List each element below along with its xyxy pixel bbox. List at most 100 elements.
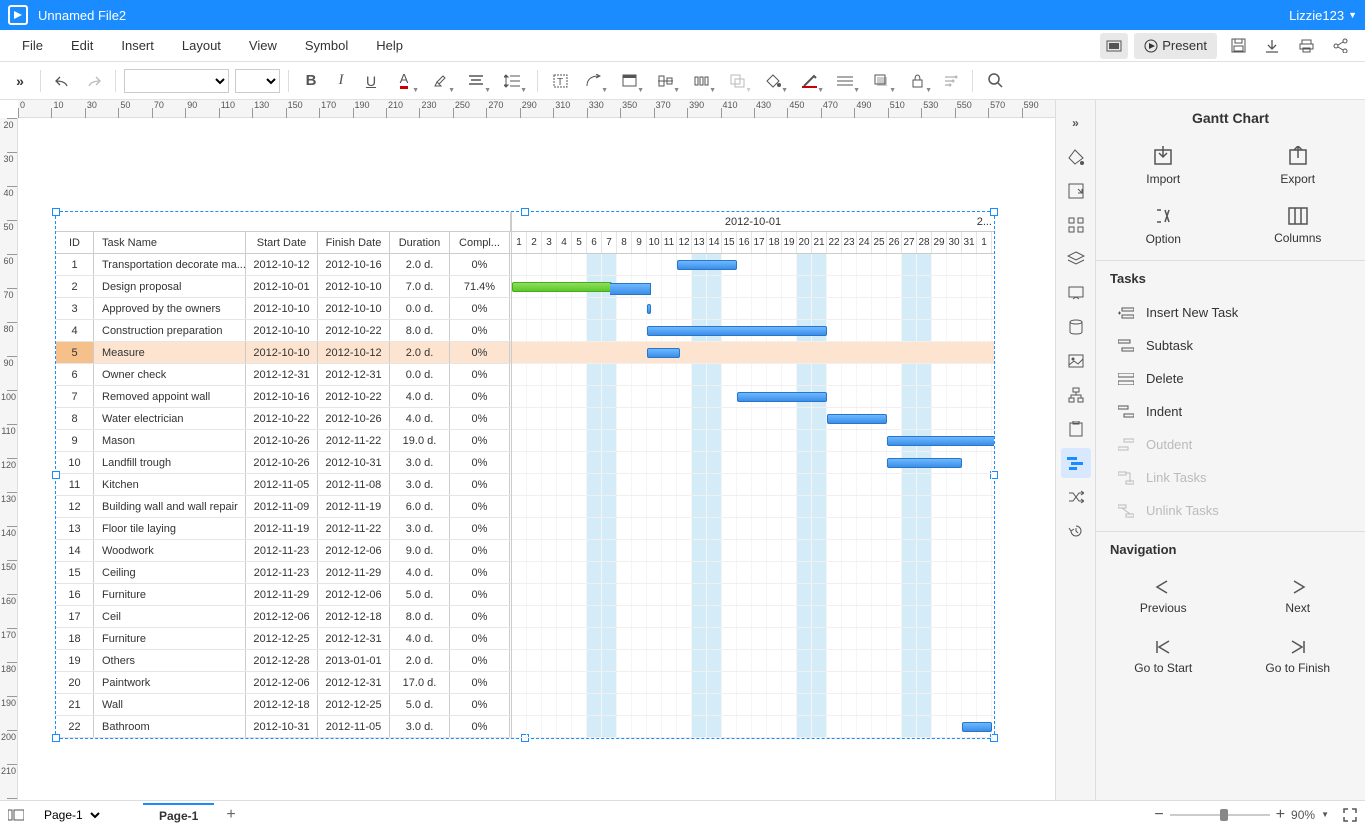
fill-tool-icon[interactable] (1061, 142, 1091, 172)
task-action-subtask[interactable]: Subtask (1096, 329, 1365, 362)
menu-view[interactable]: View (235, 34, 291, 57)
table-row[interactable]: 4Construction preparation2012-10-102012-… (56, 320, 511, 342)
col-header[interactable]: Compl... (450, 232, 510, 253)
table-row[interactable]: 9Mason2012-10-262012-11-2219.0 d.0% (56, 430, 511, 452)
undo-icon[interactable] (49, 67, 77, 95)
table-row[interactable]: 15Ceiling2012-11-232012-11-294.0 d.0% (56, 562, 511, 584)
gantt-bar[interactable] (512, 282, 612, 292)
presentation-tool-icon[interactable] (1061, 278, 1091, 308)
table-row[interactable]: 20Paintwork2012-12-062012-12-3117.0 d.0% (56, 672, 511, 694)
clipboard-icon[interactable] (1061, 414, 1091, 444)
gantt-chart-object[interactable]: IDTask NameStart DateFinish DateDuration… (55, 211, 995, 739)
history-icon[interactable] (1061, 516, 1091, 546)
timeline-row[interactable] (512, 584, 994, 606)
expand-toolbar-icon[interactable]: » (8, 73, 32, 89)
container-icon[interactable]: ▼ (612, 67, 646, 95)
timeline-row[interactable] (512, 320, 994, 342)
font-size-select[interactable] (235, 69, 280, 93)
settings-icon[interactable] (936, 67, 964, 95)
align-icon[interactable]: ▼ (459, 67, 493, 95)
col-header[interactable]: Finish Date (318, 232, 390, 253)
table-row[interactable]: 10Landfill trough2012-10-262012-10-313.0… (56, 452, 511, 474)
timeline-row[interactable] (512, 650, 994, 672)
line-color-icon[interactable]: ▼ (792, 67, 826, 95)
timeline-row[interactable] (512, 430, 994, 452)
task-action-indent[interactable]: Indent (1096, 395, 1365, 428)
timeline-row[interactable] (512, 606, 994, 628)
share-icon[interactable] (1326, 34, 1354, 58)
gantt-bar[interactable] (647, 304, 651, 314)
export-tool-icon[interactable] (1061, 176, 1091, 206)
timeline-row[interactable] (512, 474, 994, 496)
table-row[interactable]: 6Owner check2012-12-312012-12-310.0 d.0% (56, 364, 511, 386)
timeline-row[interactable] (512, 562, 994, 584)
timeline-row[interactable] (512, 694, 994, 716)
effects-icon[interactable]: ▼ (864, 67, 898, 95)
gantt-bar[interactable] (887, 436, 994, 446)
apps-icon[interactable] (1061, 210, 1091, 240)
timeline-row[interactable] (512, 342, 994, 364)
table-row[interactable]: 1Transportation decorate ma...2012-10-12… (56, 254, 511, 276)
timeline-row[interactable] (512, 496, 994, 518)
gantt-bar[interactable] (887, 458, 962, 468)
col-header[interactable]: Duration (390, 232, 450, 253)
menu-layout[interactable]: Layout (168, 34, 235, 57)
gantt-bar[interactable] (737, 392, 827, 402)
add-page-icon[interactable]: + (226, 806, 235, 824)
table-row[interactable]: 2Design proposal2012-10-012012-10-107.0 … (56, 276, 511, 298)
line-style-icon[interactable]: ▼ (828, 67, 862, 95)
gantt-bar[interactable] (962, 722, 992, 732)
table-row[interactable]: 13Floor tile laying2012-11-192012-11-223… (56, 518, 511, 540)
page-select[interactable]: Page-1 (36, 805, 103, 825)
menu-file[interactable]: File (8, 34, 57, 57)
page-layout-icon[interactable] (8, 808, 24, 822)
underline-icon[interactable]: U (357, 67, 385, 95)
table-row[interactable]: 21Wall2012-12-182012-12-255.0 d.0% (56, 694, 511, 716)
panel-btn-export[interactable]: Export (1231, 136, 1365, 196)
timeline-row[interactable] (512, 672, 994, 694)
search-icon[interactable] (981, 67, 1009, 95)
bold-icon[interactable]: B (297, 67, 325, 95)
timeline-row[interactable] (512, 386, 994, 408)
nav-btn-go-to-start[interactable]: Go to Start (1096, 627, 1231, 687)
nav-btn-previous[interactable]: Previous (1096, 567, 1231, 627)
table-row[interactable]: 7Removed appoint wall2012-10-162012-10-2… (56, 386, 511, 408)
task-action-insert-new-task[interactable]: Insert New Task (1096, 296, 1365, 329)
table-row[interactable]: 18Furniture2012-12-252012-12-314.0 d.0% (56, 628, 511, 650)
task-action-delete[interactable]: Delete (1096, 362, 1365, 395)
present-button[interactable]: Present (1134, 33, 1217, 59)
align-objects-icon[interactable]: ▼ (648, 67, 682, 95)
table-row[interactable]: 11Kitchen2012-11-052012-11-083.0 d.0% (56, 474, 511, 496)
timeline-row[interactable] (512, 628, 994, 650)
redo-icon[interactable] (79, 67, 107, 95)
canvas[interactable]: IDTask NameStart DateFinish DateDuration… (18, 118, 1055, 800)
image-tool-icon[interactable] (1061, 346, 1091, 376)
table-row[interactable]: 16Furniture2012-11-292012-12-065.0 d.0% (56, 584, 511, 606)
menu-insert[interactable]: Insert (107, 34, 168, 57)
timeline-row[interactable] (512, 408, 994, 430)
group-icon[interactable]: ▼ (720, 67, 754, 95)
collapse-panel-icon[interactable]: » (1061, 108, 1091, 138)
line-spacing-icon[interactable]: ▼ (495, 67, 529, 95)
timeline-row[interactable] (512, 518, 994, 540)
text-box-icon[interactable]: T (546, 67, 574, 95)
user-menu[interactable]: Lizzie123▼ (1289, 8, 1357, 23)
panel-btn-import[interactable]: Import (1096, 136, 1231, 196)
zoom-out-icon[interactable]: − (1154, 806, 1163, 824)
table-row[interactable]: 12Building wall and wall repair2012-11-0… (56, 496, 511, 518)
download-icon[interactable] (1258, 34, 1286, 58)
nav-btn-go-to-finish[interactable]: Go to Finish (1231, 627, 1365, 687)
table-row[interactable]: 17Ceil2012-12-062012-12-188.0 d.0% (56, 606, 511, 628)
menu-edit[interactable]: Edit (57, 34, 107, 57)
layers-icon[interactable] (1061, 244, 1091, 274)
col-header[interactable]: Start Date (246, 232, 318, 253)
connector-icon[interactable]: ▼ (576, 67, 610, 95)
timeline-row[interactable] (512, 540, 994, 562)
shuffle-icon[interactable] (1061, 482, 1091, 512)
gantt-bar[interactable] (647, 326, 827, 336)
zoom-in-icon[interactable]: + (1276, 806, 1285, 824)
slideshow-icon[interactable] (1100, 33, 1128, 59)
panel-btn-option[interactable]: Option (1096, 196, 1231, 256)
nav-btn-next[interactable]: Next (1231, 567, 1365, 627)
menu-symbol[interactable]: Symbol (291, 34, 362, 57)
